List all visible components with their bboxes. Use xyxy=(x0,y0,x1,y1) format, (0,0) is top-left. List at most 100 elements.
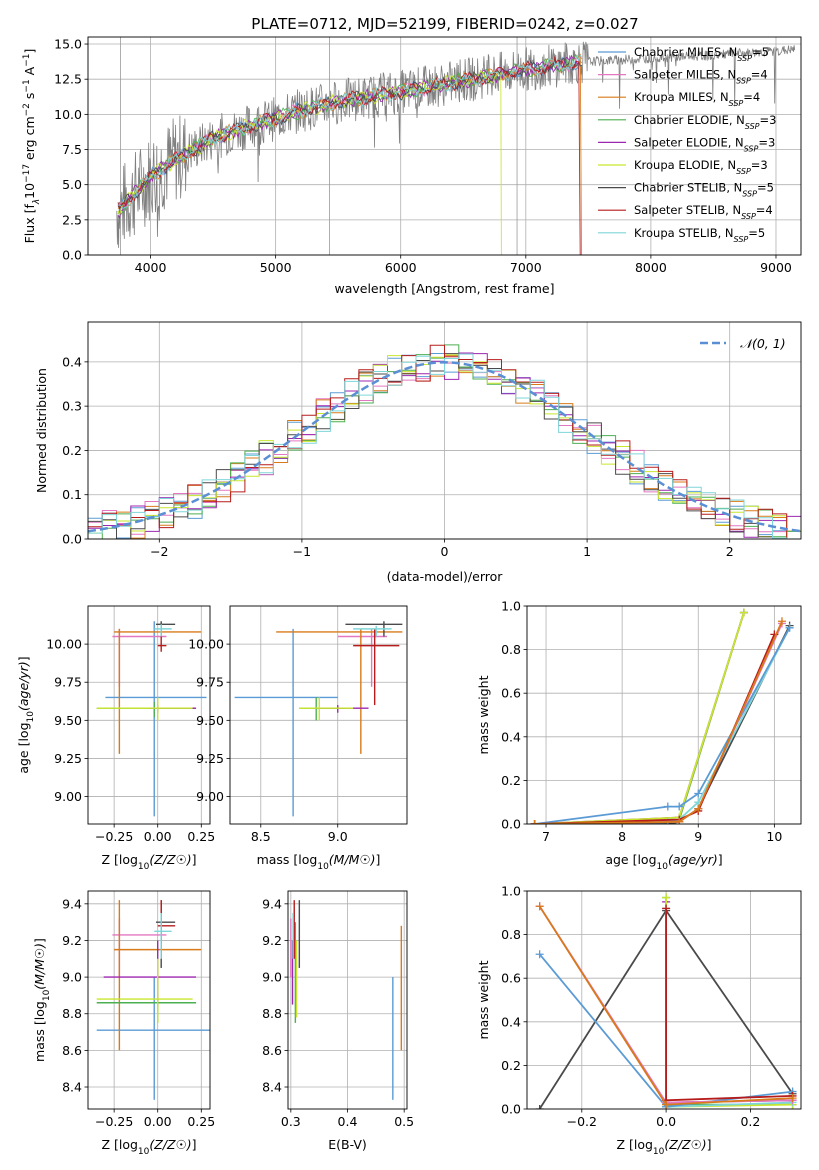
axes-frame xyxy=(229,605,408,825)
plot-area-mass_weight_vs_Z xyxy=(535,893,797,1109)
plot-area-mass_weight_vs_age xyxy=(530,608,794,824)
tick-label-x: 8 xyxy=(618,829,626,844)
legend-label: Kroupa MILES, NSSP=4 xyxy=(634,90,760,108)
tick-label-y: 9.0 xyxy=(62,970,82,985)
axes-frame xyxy=(526,890,802,1110)
tick-label-x: −1 xyxy=(293,544,311,559)
x-axis-label: (data-model)/error xyxy=(387,569,504,584)
axes-frame xyxy=(87,321,802,540)
tick-label-x: 0 xyxy=(441,544,449,559)
legend-spectrum: Chabrier MILES, NSSP=5 Salpeter MILES, NS… xyxy=(598,45,776,243)
axes-mass_vs_Z: −0.25 0.00 0.25 8.4 8.6 8.8 9.0 9.2 9.4 Z [log10(… xyxy=(32,890,215,1157)
tick-label-y: 9.75 xyxy=(54,675,82,690)
errorbar-point xyxy=(353,625,392,637)
axes-mass_weight_vs_age: 7 8 9 10 0.0 0.2 0.4 0.6 0.8 1.0 age [log10(age/yr… xyxy=(476,599,802,872)
tick-label-y: 1.0 xyxy=(501,884,521,899)
axes-frame xyxy=(526,605,802,825)
legend-label: Chabrier ELODIE, NSSP=3 xyxy=(634,113,776,131)
x-axis-label: Z [log10(Z/Z☉)] xyxy=(101,1137,196,1157)
tick-label-x: 0.3 xyxy=(281,1114,301,1129)
axes-age_vs_mass: 8.5 9.0 9.00 9.25 9.50 9.75 10.00 mass [log10(M… xyxy=(188,605,408,872)
mass-weight-line xyxy=(534,627,791,824)
errorbar-point xyxy=(276,628,403,754)
errorbar-point xyxy=(353,628,400,706)
axes-residuals: −2 −1 0 1 2 0.0 0.1 0.2 0.3 0.4 (data-model)/error… xyxy=(34,321,802,584)
y-axis-label: Flux [fλ10−17 erg cm−2 s−1 A−1] xyxy=(22,49,42,244)
spectrum-model-line xyxy=(118,54,583,209)
tick-label-y: 9.00 xyxy=(54,789,82,804)
tick-label-y: 0.2 xyxy=(62,443,82,458)
y-axis-label: mass weight xyxy=(476,960,491,1039)
tick-label-x: 0.0 xyxy=(656,1114,676,1129)
tick-label-y: 0.0 xyxy=(62,248,82,263)
y-axis-label: mass weight xyxy=(476,675,491,754)
mass-weight-marker xyxy=(739,608,748,617)
tick-label-y: 8.6 xyxy=(62,1043,82,1058)
legend-label: 𝒩(0, 1) xyxy=(740,336,786,351)
histogram-step xyxy=(88,344,801,539)
mass-weight-marker xyxy=(535,1105,544,1109)
errorbar-point xyxy=(234,628,338,817)
legend-label: Chabrier STELIB, NSSP=5 xyxy=(634,181,774,199)
axes-frame xyxy=(87,605,211,825)
mass-weight-marker xyxy=(663,802,672,811)
axes-frame xyxy=(87,36,802,256)
axes-spectrum: 4000 5000 6000 7000 8000 9000 0.0 2.5 5.0 7.5 10.0… xyxy=(22,36,802,296)
errorbar-point xyxy=(155,900,176,968)
tick-label-y: 9.0 xyxy=(262,970,282,985)
tick-label-x: 0.25 xyxy=(187,829,215,844)
normal-reference-curve xyxy=(88,361,801,533)
tick-label-x: 1 xyxy=(583,544,591,559)
legend-label: Salpeter MILES, NSSP=4 xyxy=(634,68,768,86)
y-axis-label: Normed distribution xyxy=(34,368,49,493)
errorbar-point xyxy=(299,697,354,721)
tick-label-x: 10 xyxy=(766,829,782,844)
y-axis-label: age [log10(age/yr)] xyxy=(16,656,36,773)
tick-label-y: 0.2 xyxy=(501,1058,521,1073)
plot-area-mass_vs_EBV xyxy=(290,900,403,1100)
tick-label-y: 0.4 xyxy=(501,1014,521,1029)
spectrum-model-line xyxy=(117,57,583,210)
tick-label-x: 9000 xyxy=(760,260,792,275)
spectrum-model-line xyxy=(117,56,583,208)
tick-label-y: 0.4 xyxy=(501,729,521,744)
tick-label-y: 0.0 xyxy=(62,532,82,547)
errorbar-point xyxy=(337,628,387,687)
errorbar-point xyxy=(96,967,197,1023)
legend-label: Kroupa STELIB, NSSP=5 xyxy=(634,226,765,244)
errorbar-point xyxy=(96,697,193,721)
tick-label-x: −2 xyxy=(150,544,168,559)
tick-label-y: 9.50 xyxy=(54,713,82,728)
spectrum-model-line xyxy=(117,55,581,255)
spectrum-data-line xyxy=(116,41,796,248)
tick-label-y: 9.75 xyxy=(196,675,224,690)
plot-area-mass_vs_Z xyxy=(96,900,210,1100)
tick-label-y: 9.00 xyxy=(196,789,224,804)
mass-weight-line xyxy=(534,623,783,824)
tick-label-x: 2 xyxy=(726,544,734,559)
mass-weight-marker xyxy=(788,1094,797,1103)
tick-label-y: 8.8 xyxy=(62,1006,82,1021)
errorbar-point xyxy=(149,705,197,713)
mass-weight-marker xyxy=(785,623,794,632)
mass-weight-line xyxy=(534,627,791,824)
tick-label-x: −0.25 xyxy=(95,829,133,844)
tick-label-y: 5.0 xyxy=(62,177,82,192)
tick-label-x: −0.2 xyxy=(567,1114,597,1129)
tick-label-x: 0.2 xyxy=(740,1114,760,1129)
y-axis-label: mass [log10(M/M☉)] xyxy=(32,938,52,1062)
mass-weight-marker xyxy=(694,804,703,813)
tick-label-x: 0.00 xyxy=(144,1114,172,1129)
x-axis-label: age [log10(age/yr)] xyxy=(605,852,722,872)
tick-label-y: 0.6 xyxy=(501,686,521,701)
errorbar-point xyxy=(154,624,172,637)
mass-weight-marker xyxy=(662,904,671,913)
tick-label-y: 8.4 xyxy=(62,1080,82,1095)
mass-weight-marker xyxy=(535,902,544,911)
legend-label: Salpeter STELIB, NSSP=4 xyxy=(634,203,773,221)
tick-label-x: 0.25 xyxy=(187,1114,215,1129)
tick-label-x: 9.0 xyxy=(328,829,348,844)
tick-label-y: 0.2 xyxy=(501,773,521,788)
tick-label-y: 7.5 xyxy=(62,142,82,157)
